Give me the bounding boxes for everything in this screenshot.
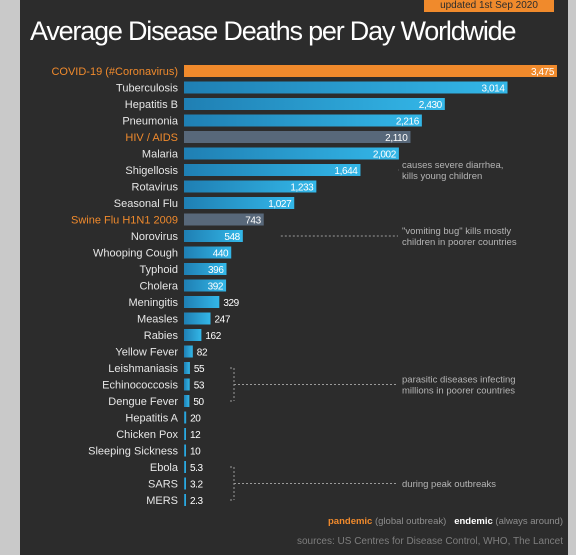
annotation-text: during peak outbreaks <box>402 479 496 490</box>
category-label: Norovirus <box>131 231 179 243</box>
annotation-text: causes severe diarrhea, <box>402 160 503 171</box>
category-label: Ebola <box>150 462 179 474</box>
value-label: 2,110 <box>385 133 408 144</box>
category-label: Measles <box>137 314 178 326</box>
value-label: 1,644 <box>334 166 358 177</box>
value-label: 55 <box>194 364 205 375</box>
value-label: 20 <box>190 414 201 425</box>
value-label: 440 <box>213 249 229 260</box>
bar-hiv-aids <box>184 131 411 143</box>
legend-endemic-label: endemic <box>454 516 493 527</box>
bar-echinococcosis <box>184 378 190 391</box>
category-label: Sleeping Sickness <box>88 446 178 458</box>
category-label: Shigellosis <box>125 165 178 177</box>
value-label: 3,475 <box>531 67 555 78</box>
category-label: Tuberculosis <box>116 83 178 95</box>
annotation-text: millions in poorer countries <box>402 386 515 397</box>
bar-swine-flu-h1n1-2009 <box>184 213 264 226</box>
value-label: 82 <box>197 348 208 359</box>
legend: pandemic (global outbreak) endemic (alwa… <box>0 516 563 527</box>
category-label: Meningitis <box>128 297 178 309</box>
category-label: Malaria <box>142 149 179 161</box>
bar-typhoid <box>184 263 227 275</box>
category-label: Hepatitis A <box>125 413 178 425</box>
category-label: Echinococcosis <box>102 380 178 392</box>
value-label: 1,233 <box>290 183 314 194</box>
category-label: Dengue Fever <box>108 396 178 408</box>
category-label: Leishmaniasis <box>108 363 178 375</box>
value-label: 2,002 <box>373 150 397 161</box>
value-label: 3,014 <box>481 84 505 95</box>
value-label: 743 <box>245 216 261 227</box>
legend-pandemic-label: pandemic <box>328 516 373 527</box>
value-label: 396 <box>208 265 224 276</box>
bar-ebola <box>184 461 186 473</box>
annotation-text: "vomiting bug" kills mostly <box>402 226 511 237</box>
value-label: 12 <box>190 430 201 441</box>
annotation-text: children in poorer countries <box>402 237 517 248</box>
updated-badge: updated 1st Sep 2020 <box>424 0 554 12</box>
bar-measles <box>184 312 211 325</box>
bar-dengue-fever <box>184 395 190 407</box>
bar-norovirus <box>184 230 243 242</box>
bar-chicken-pox <box>184 428 186 440</box>
legend-endemic-desc: (always around) <box>495 516 563 527</box>
category-label: Rotavirus <box>132 182 179 194</box>
category-label: Whooping Cough <box>93 248 178 260</box>
bar-rabies <box>184 329 202 341</box>
bar-covid-19-coronavirus <box>184 65 557 77</box>
value-label: 2,430 <box>419 100 443 111</box>
value-label: 1,027 <box>268 199 292 210</box>
category-label: Swine Flu H1N1 2009 <box>71 215 178 227</box>
bar-rotavirus <box>184 180 317 193</box>
value-label: 392 <box>208 282 224 293</box>
bar-pneumonia <box>184 114 422 127</box>
category-label: Chicken Pox <box>116 429 178 441</box>
annotation-text: kills young children <box>402 171 482 182</box>
category-label: Hepatitis B <box>125 99 178 111</box>
category-label: Rabies <box>144 330 179 342</box>
category-label: Seasonal Flu <box>114 198 178 210</box>
bar-seasonal-flu <box>184 197 295 209</box>
value-label: 5.3 <box>190 463 204 474</box>
bar-hepatitis-b <box>184 98 445 110</box>
bar-sars <box>184 477 186 490</box>
annotation-text: parasitic diseases infecting <box>402 375 516 386</box>
value-label: 247 <box>215 315 231 326</box>
bar-hepatitis-a <box>184 411 187 424</box>
category-label: Pneumonia <box>122 116 179 128</box>
value-label: 548 <box>224 232 240 243</box>
bar-mers <box>184 494 186 506</box>
value-label: 3.2 <box>190 480 204 491</box>
bar-cholera <box>184 279 227 292</box>
category-label: COVID-19 (#Coronavirus) <box>51 66 178 78</box>
value-label: 50 <box>193 397 204 408</box>
bar-whooping-cough <box>184 246 232 259</box>
bar-sleeping-sickness <box>184 444 186 457</box>
category-label: Typhoid <box>139 264 178 276</box>
legend-pandemic-desc: (global outbreak) <box>375 516 447 527</box>
sources-note: sources: US Centres for Disease Control,… <box>296 536 563 547</box>
bar-meningitis <box>184 296 220 308</box>
bar-malaria <box>184 147 399 160</box>
bar-leishmaniasis <box>184 362 190 374</box>
chart-title: Average Disease Deaths per Day Worldwide <box>30 16 516 46</box>
category-label: HIV / AIDS <box>125 132 178 144</box>
bar-yellow-fever <box>184 345 193 358</box>
bar-tuberculosis <box>184 81 508 94</box>
value-label: 329 <box>223 298 239 309</box>
category-label: Yellow Fever <box>115 347 178 359</box>
category-label: MERS <box>146 495 178 507</box>
value-label: 162 <box>205 331 221 342</box>
value-label: 53 <box>194 381 205 392</box>
category-label: SARS <box>148 479 178 491</box>
category-label: Cholera <box>139 281 178 293</box>
value-label: 2.3 <box>190 496 204 507</box>
value-label: 2,216 <box>396 117 420 128</box>
bar-shigellosis <box>184 164 361 176</box>
value-label: 10 <box>190 447 201 458</box>
